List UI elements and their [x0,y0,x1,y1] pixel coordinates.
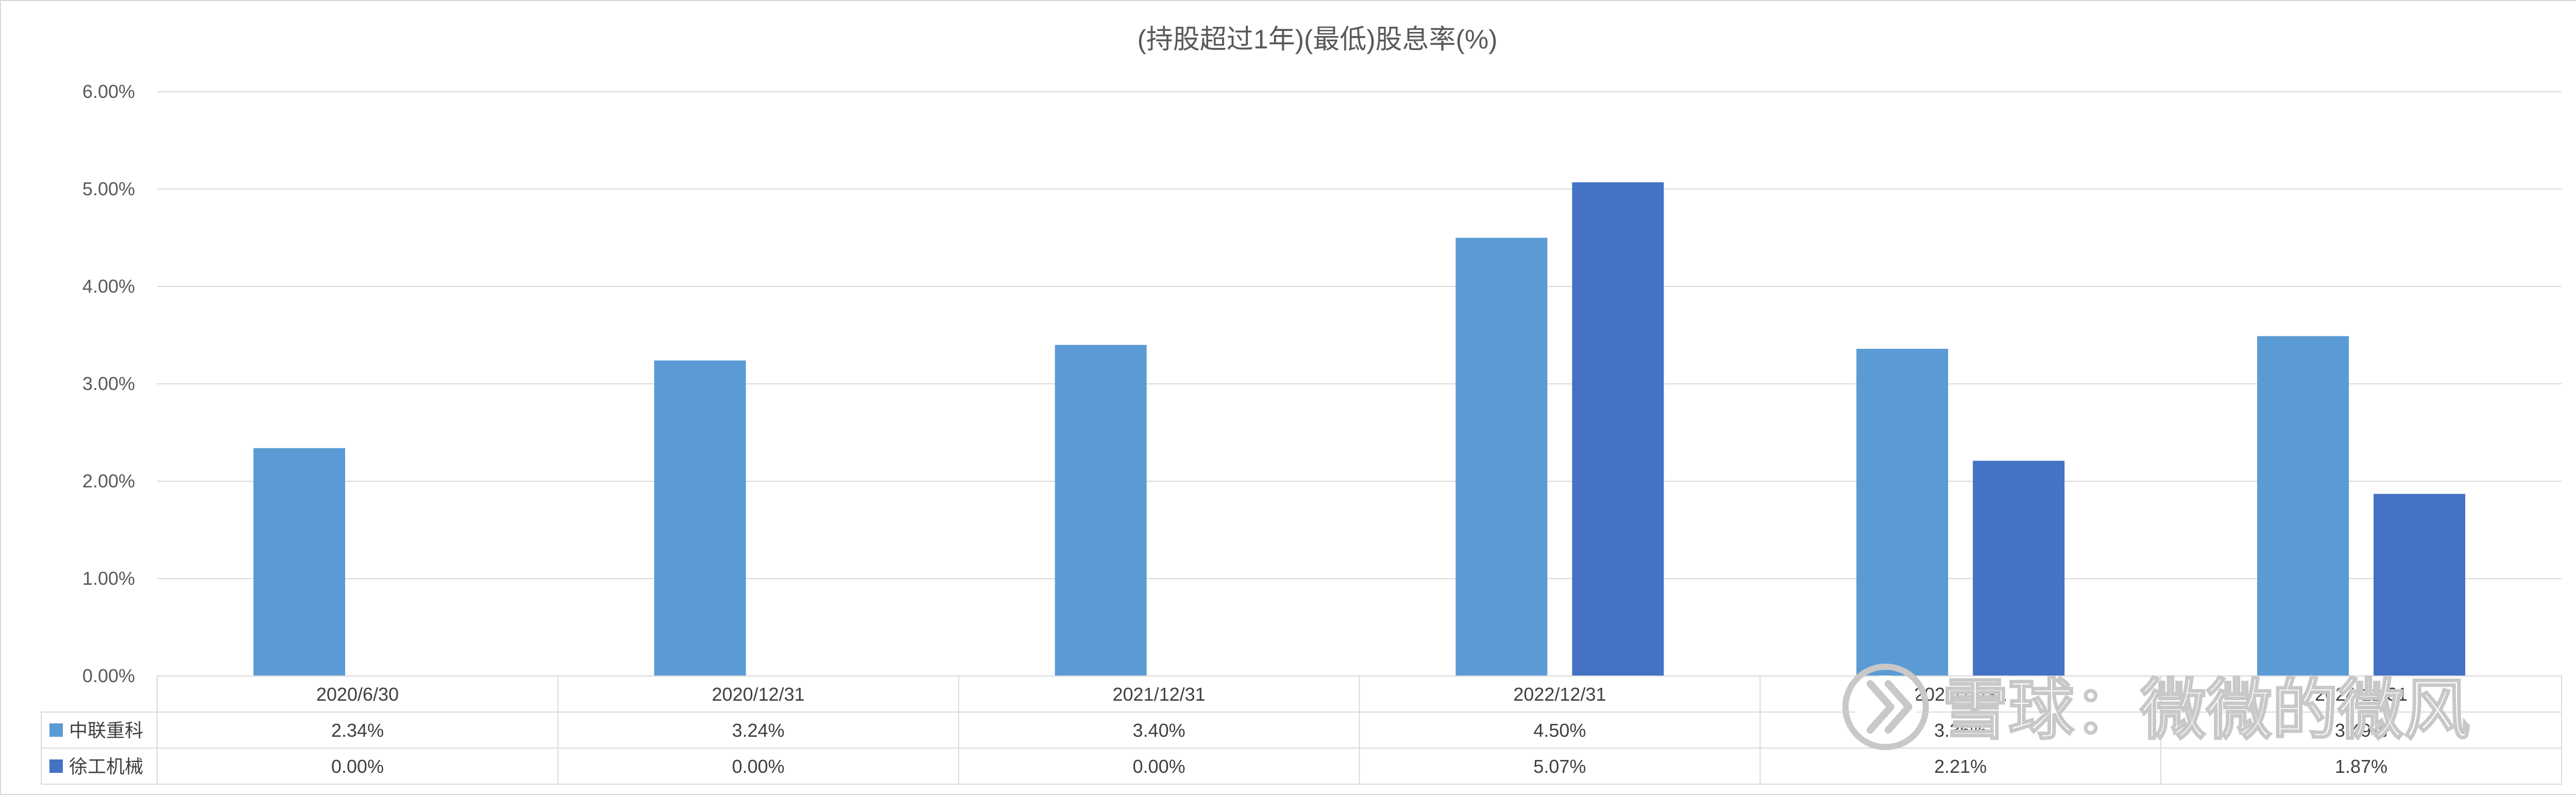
y-axis-tick-labels: 0.00% 1.00% 2.00% 3.00% 4.00% 5.00% 6.00% [82,81,135,686]
category-label: 2020/12/31 [712,684,805,705]
category-label: 2022/12/31 [1513,684,1606,705]
category-label: 2023/12/31 [1914,684,2007,705]
bar-1-1 [253,448,345,676]
bar-1-5 [1856,348,1948,676]
bar-1-3 [1055,345,1147,676]
y-tick-label: 6.00% [82,81,135,102]
category-label: 2021/12/31 [1112,684,1205,705]
data-label: 2.21% [1934,756,1987,777]
bar-2-5 [1973,461,2065,676]
category-label: 2020/6/30 [316,684,399,705]
data-label: 4.50% [1533,720,1586,741]
y-tick-label: 2.00% [82,470,135,492]
watermark: 雪球：微微的微风 [1842,664,2471,750]
bar-2-4 [1572,182,1664,676]
y-tick-label: 5.00% [82,178,135,199]
bar-2-6 [2374,494,2466,676]
data-label: 3.40% [1133,720,1185,741]
y-tick-label: 0.00% [82,665,135,686]
data-label: 0.00% [732,756,785,777]
data-label: 0.00% [1133,756,1185,777]
bars [253,182,2466,676]
data-label: 0.00% [331,756,384,777]
bar-1-2 [654,360,746,676]
y-tick-label: 3.00% [82,373,135,394]
data-table: 2020/6/30 2020/12/31 2021/12/31 2022/12/31 2… [41,675,2562,785]
data-label: 3.49% [2335,720,2387,741]
y-tick-label: 1.00% [82,568,135,589]
legend-swatch [49,723,63,737]
y-tick-label: 4.00% [82,276,135,297]
legend-series-name: 徐工机械 [69,756,143,777]
data-label: 3.36% [1934,720,1987,741]
watermark-logo-icon [1842,664,1929,750]
bar-1-4 [1455,238,1548,676]
data-label: 3.24% [732,720,785,741]
data-label: 1.87% [2335,756,2387,777]
data-label: 2.34% [331,720,384,741]
chart-title: (持股超过1年)(最低)股息率(%) [1137,25,1497,55]
watermark-text: 雪球：微微的微风 [1942,672,2470,749]
data-label: 5.07% [1533,756,1586,777]
legend-series-name: 中联重科 [69,720,143,741]
bar-1-6 [2257,336,2349,676]
category-label: 2024/12/31 [2315,684,2408,705]
legend-swatch [49,759,63,773]
